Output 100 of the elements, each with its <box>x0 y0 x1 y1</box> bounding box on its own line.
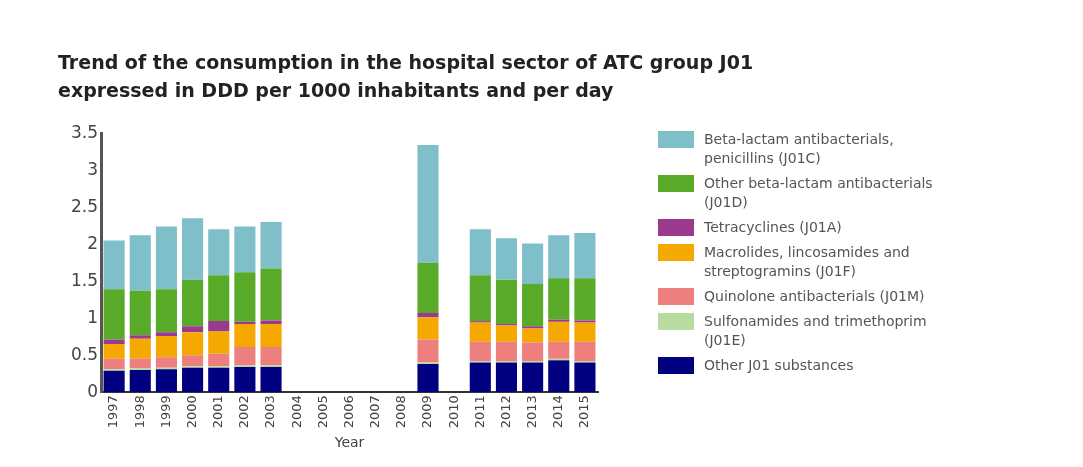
x-tick-label: 2010 <box>445 395 461 429</box>
bar <box>103 358 125 370</box>
bar <box>182 355 204 367</box>
bar <box>574 362 596 393</box>
bar <box>495 325 518 342</box>
bar <box>103 289 125 340</box>
x-tick-label: 2007 <box>367 395 383 429</box>
bar <box>495 279 518 325</box>
bar <box>522 243 544 285</box>
x-tick-label: 2012 <box>497 395 513 429</box>
x-tick-label: 2009 <box>419 395 435 429</box>
bar <box>548 321 570 342</box>
bar <box>417 145 439 263</box>
bar <box>234 272 256 322</box>
x-tick-label: 2005 <box>314 395 330 429</box>
legend-label: Tetracyclines (J01A) <box>704 218 842 237</box>
legend-label: Other J01 substances <box>704 356 854 375</box>
y-tick-label: 2.5 <box>70 195 99 216</box>
x-tick-label: 2003 <box>262 395 278 429</box>
y-tick-label: 1.5 <box>70 269 99 290</box>
bar <box>495 362 518 393</box>
bar <box>103 344 125 359</box>
x-tick-label: 2008 <box>393 395 409 429</box>
x-tick-label: 2006 <box>340 395 356 429</box>
legend-label: Quinolone antibacterials (J01M) <box>704 287 925 306</box>
legend-label: Sulfonamides and trimethoprim (J01E) <box>704 312 928 350</box>
bar <box>574 341 596 362</box>
bar <box>522 284 544 327</box>
legend-label: Macrolides, lincosamides and streptogramins (J01F) <box>704 243 911 281</box>
bar <box>260 268 282 321</box>
bar <box>234 324 256 347</box>
bar <box>155 357 177 368</box>
bar <box>574 320 596 323</box>
bar <box>208 321 230 332</box>
bar <box>129 369 151 393</box>
bar <box>208 275 230 322</box>
bar <box>417 262 439 313</box>
y-tick-label: 0.5 <box>70 343 99 364</box>
bar <box>208 229 230 276</box>
x-tick-label: 1997 <box>105 395 121 429</box>
bar <box>574 278 596 321</box>
y-tick-label: 3.5 <box>70 121 99 142</box>
bar <box>155 289 177 333</box>
bar <box>208 367 230 393</box>
bar <box>417 364 439 393</box>
bar <box>417 312 439 318</box>
bar <box>260 320 282 325</box>
x-tick-label: 2004 <box>288 395 304 429</box>
x-tick-label: 2002 <box>236 395 252 429</box>
bar <box>234 366 256 393</box>
bar <box>155 335 177 358</box>
y-tick-label: 1 <box>87 306 99 327</box>
bar <box>182 279 204 327</box>
bar <box>469 362 491 393</box>
bar <box>129 338 151 359</box>
bar <box>495 341 518 362</box>
bar <box>522 328 544 343</box>
chart-title: Trend of the consumption in the hospital sector of ATC group J01 expressed in DDD per 1000 inhabitants and per day <box>58 50 755 103</box>
x-tick-label: 1998 <box>131 395 147 429</box>
bar <box>522 342 544 362</box>
bar <box>260 221 282 269</box>
bar <box>548 360 570 393</box>
legend-label: Other beta-lactam antibacterials (J01D) <box>704 174 934 212</box>
bar <box>182 367 204 393</box>
bar <box>129 290 151 336</box>
bar <box>129 358 151 369</box>
bar <box>129 235 151 291</box>
bar <box>208 331 230 354</box>
bar <box>182 332 204 356</box>
bar <box>155 369 177 393</box>
bar <box>495 238 518 280</box>
x-tick-label: 2000 <box>183 395 199 429</box>
x-tick-label: 2014 <box>550 395 566 429</box>
x-tick-label: 2011 <box>471 395 487 429</box>
bar <box>182 326 204 333</box>
bar <box>469 341 491 362</box>
y-tick-label: 3 <box>87 158 99 179</box>
x-tick-label: 2015 <box>576 395 592 429</box>
bar <box>103 370 125 393</box>
y-tick-label: 0 <box>87 380 99 401</box>
bar <box>417 317 439 340</box>
bar <box>103 240 125 290</box>
x-tick-label: 2013 <box>523 395 539 429</box>
bar <box>155 332 177 336</box>
bar <box>234 346 256 366</box>
bar <box>548 278 570 320</box>
bar <box>522 362 544 393</box>
bar <box>548 341 570 359</box>
x-tick-label: 2001 <box>210 395 226 429</box>
bar <box>469 322 491 342</box>
bar <box>208 353 230 367</box>
bar <box>182 218 204 280</box>
bar <box>260 324 282 347</box>
y-tick-label: 2 <box>87 232 99 253</box>
bar <box>155 226 177 290</box>
legend-label: Beta-lactam antibacterials, penicillins (J01C) <box>704 130 895 168</box>
bar <box>574 322 596 342</box>
bar <box>548 235 570 279</box>
bar <box>469 275 491 322</box>
bar <box>574 233 596 279</box>
